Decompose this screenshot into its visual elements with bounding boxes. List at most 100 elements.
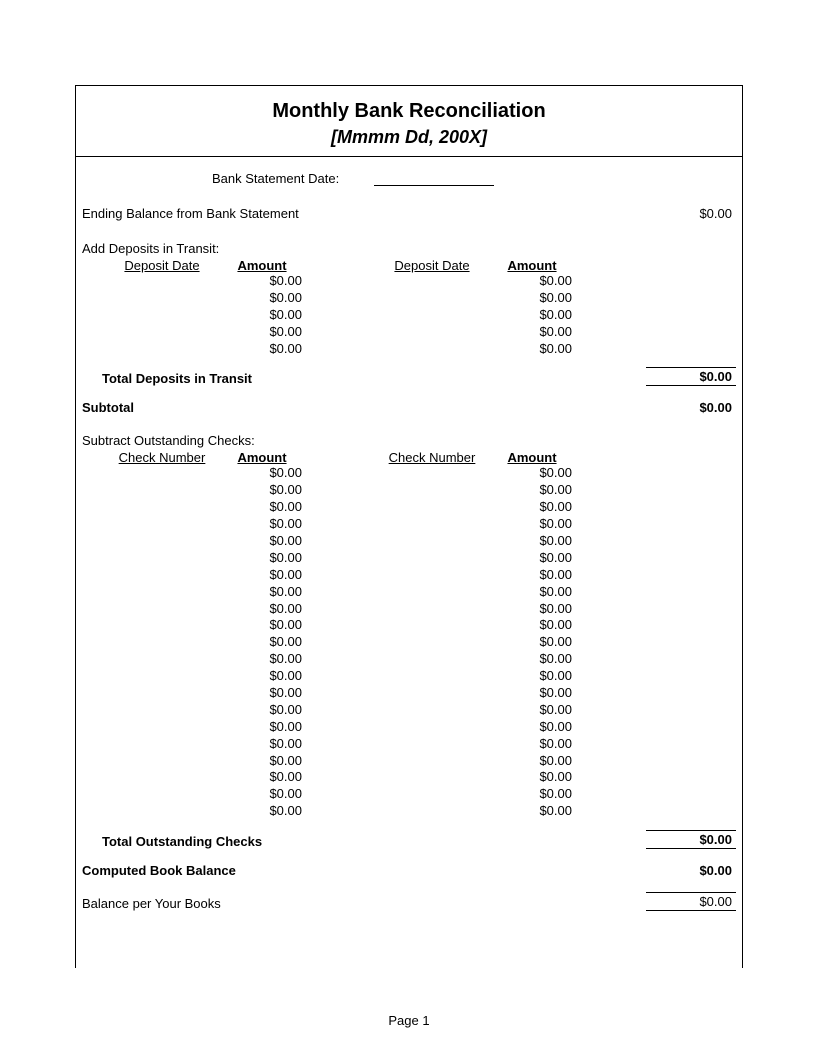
data-cell-left[interactable] [102, 273, 222, 290]
data-cell-amount[interactable]: $0.00 [222, 273, 302, 290]
data-cell-left[interactable] [102, 634, 222, 651]
data-cell-amount[interactable]: $0.00 [492, 719, 572, 736]
data-cell-amount[interactable]: $0.00 [222, 290, 302, 307]
data-cell-left[interactable] [372, 668, 492, 685]
data-cell-left[interactable] [372, 584, 492, 601]
data-cell-left[interactable] [372, 550, 492, 567]
data-cell-amount[interactable]: $0.00 [222, 499, 302, 516]
data-cell-amount[interactable]: $0.00 [492, 617, 572, 634]
data-cell-left[interactable] [102, 516, 222, 533]
data-cell-left[interactable] [372, 567, 492, 584]
data-cell-left[interactable] [102, 617, 222, 634]
data-cell-amount[interactable]: $0.00 [222, 341, 302, 358]
data-cell-left[interactable] [102, 550, 222, 567]
data-cell-amount[interactable]: $0.00 [492, 290, 572, 307]
data-cell-amount[interactable]: $0.00 [492, 769, 572, 786]
data-cell-amount[interactable]: $0.00 [492, 324, 572, 341]
data-cell-amount[interactable]: $0.00 [222, 307, 302, 324]
data-cell-amount[interactable]: $0.00 [222, 617, 302, 634]
data-cell-amount[interactable]: $0.00 [222, 719, 302, 736]
data-cell-amount[interactable]: $0.00 [222, 584, 302, 601]
data-cell-left[interactable] [102, 668, 222, 685]
data-cell-left[interactable] [102, 786, 222, 803]
data-cell-left[interactable] [372, 533, 492, 550]
data-cell-amount[interactable]: $0.00 [492, 482, 572, 499]
data-cell-amount[interactable]: $0.00 [492, 651, 572, 668]
data-cell-left[interactable] [102, 584, 222, 601]
data-cell-left[interactable] [102, 324, 222, 341]
data-cell-amount[interactable]: $0.00 [222, 753, 302, 770]
data-cell-left[interactable] [372, 516, 492, 533]
data-cell-left[interactable] [102, 482, 222, 499]
data-cell-amount[interactable]: $0.00 [222, 601, 302, 618]
data-cell-left[interactable] [372, 499, 492, 516]
data-cell-amount[interactable]: $0.00 [222, 736, 302, 753]
data-cell-left[interactable] [372, 290, 492, 307]
data-cell-left[interactable] [102, 769, 222, 786]
data-cell-amount[interactable]: $0.00 [222, 668, 302, 685]
data-cell-left[interactable] [102, 601, 222, 618]
data-cell-amount[interactable]: $0.00 [222, 634, 302, 651]
data-cell-left[interactable] [102, 702, 222, 719]
data-cell-amount[interactable]: $0.00 [222, 651, 302, 668]
data-cell-left[interactable] [372, 719, 492, 736]
data-cell-left[interactable] [372, 786, 492, 803]
data-cell-left[interactable] [372, 601, 492, 618]
statement-date-input-line[interactable] [374, 172, 494, 186]
data-cell-amount[interactable]: $0.00 [492, 736, 572, 753]
data-cell-amount[interactable]: $0.00 [492, 499, 572, 516]
data-cell-left[interactable] [102, 685, 222, 702]
data-cell-left[interactable] [102, 533, 222, 550]
data-cell-amount[interactable]: $0.00 [222, 324, 302, 341]
data-cell-left[interactable] [102, 499, 222, 516]
data-cell-amount[interactable]: $0.00 [492, 465, 572, 482]
data-cell-left[interactable] [372, 753, 492, 770]
data-cell-left[interactable] [372, 482, 492, 499]
data-cell-amount[interactable]: $0.00 [492, 634, 572, 651]
data-cell-left[interactable] [372, 324, 492, 341]
data-cell-amount[interactable]: $0.00 [222, 769, 302, 786]
data-cell-left[interactable] [372, 341, 492, 358]
data-cell-left[interactable] [102, 753, 222, 770]
data-cell-left[interactable] [372, 803, 492, 820]
data-cell-left[interactable] [372, 307, 492, 324]
data-cell-amount[interactable]: $0.00 [492, 516, 572, 533]
data-cell-amount[interactable]: $0.00 [222, 786, 302, 803]
data-cell-left[interactable] [372, 634, 492, 651]
data-cell-left[interactable] [102, 651, 222, 668]
data-cell-left[interactable] [102, 465, 222, 482]
data-cell-amount[interactable]: $0.00 [492, 668, 572, 685]
data-cell-amount[interactable]: $0.00 [222, 516, 302, 533]
data-cell-amount[interactable]: $0.00 [492, 702, 572, 719]
data-cell-amount[interactable]: $0.00 [492, 685, 572, 702]
data-cell-amount[interactable]: $0.00 [492, 307, 572, 324]
data-cell-left[interactable] [102, 719, 222, 736]
data-cell-amount[interactable]: $0.00 [222, 550, 302, 567]
data-cell-amount[interactable]: $0.00 [492, 273, 572, 290]
data-cell-left[interactable] [102, 341, 222, 358]
data-cell-left[interactable] [102, 567, 222, 584]
data-cell-amount[interactable]: $0.00 [492, 567, 572, 584]
data-cell-left[interactable] [372, 651, 492, 668]
data-cell-left[interactable] [102, 290, 222, 307]
data-cell-amount[interactable]: $0.00 [492, 803, 572, 820]
data-cell-amount[interactable]: $0.00 [222, 482, 302, 499]
data-cell-left[interactable] [372, 617, 492, 634]
data-cell-left[interactable] [372, 769, 492, 786]
data-cell-amount[interactable]: $0.00 [492, 753, 572, 770]
data-cell-left[interactable] [372, 736, 492, 753]
data-cell-amount[interactable]: $0.00 [492, 584, 572, 601]
data-cell-left[interactable] [372, 702, 492, 719]
data-cell-left[interactable] [372, 273, 492, 290]
data-cell-amount[interactable]: $0.00 [222, 702, 302, 719]
data-cell-left[interactable] [102, 803, 222, 820]
data-cell-left[interactable] [372, 685, 492, 702]
data-cell-amount[interactable]: $0.00 [492, 601, 572, 618]
data-cell-amount[interactable]: $0.00 [222, 465, 302, 482]
data-cell-left[interactable] [102, 736, 222, 753]
data-cell-amount[interactable]: $0.00 [222, 567, 302, 584]
data-cell-amount[interactable]: $0.00 [492, 550, 572, 567]
data-cell-amount[interactable]: $0.00 [222, 685, 302, 702]
data-cell-left[interactable] [102, 307, 222, 324]
data-cell-left[interactable] [372, 465, 492, 482]
